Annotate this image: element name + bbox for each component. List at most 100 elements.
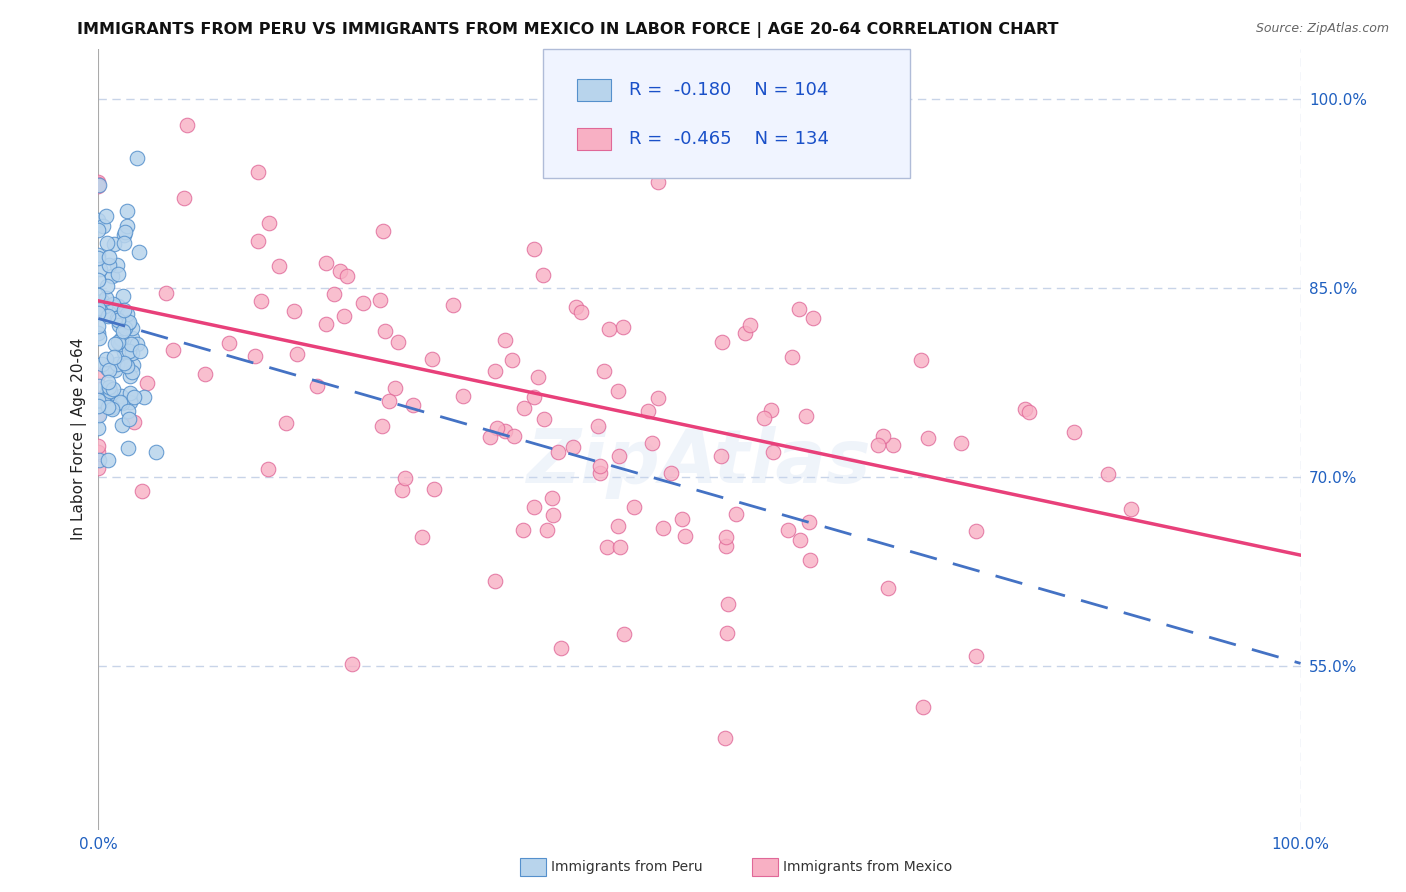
Point — [112, 303, 135, 318]
Point — [910, 353, 932, 368]
Point — [98, 384, 121, 399]
Point — [441, 298, 464, 312]
Point — [120, 337, 142, 351]
Point — [606, 518, 628, 533]
Point — [218, 335, 240, 350]
Point — [105, 311, 128, 326]
Point — [115, 307, 138, 321]
Point — [87, 368, 110, 382]
Point — [100, 401, 122, 416]
Point — [120, 368, 142, 383]
Point — [247, 165, 270, 179]
Point — [112, 344, 135, 359]
Point — [671, 512, 693, 526]
Point — [565, 300, 588, 314]
Point — [176, 118, 198, 132]
Point — [112, 236, 135, 251]
Point — [872, 429, 894, 443]
Point — [259, 215, 281, 229]
Point — [598, 322, 620, 336]
Point — [716, 625, 738, 640]
Point — [247, 235, 270, 249]
Point — [787, 302, 810, 317]
Point — [107, 258, 129, 272]
Point — [305, 379, 328, 393]
Point — [91, 219, 114, 233]
Point — [536, 524, 558, 538]
Point — [512, 523, 534, 537]
Point — [162, 343, 184, 357]
Point — [87, 178, 110, 193]
Point — [675, 529, 697, 543]
Point — [1018, 405, 1040, 419]
Point — [97, 453, 120, 467]
Point — [378, 394, 401, 409]
Point — [101, 400, 124, 414]
Point — [129, 343, 152, 358]
Point — [965, 524, 987, 538]
Point — [155, 285, 177, 300]
Point — [110, 332, 132, 346]
Point — [112, 289, 135, 303]
Point — [108, 318, 131, 332]
Point — [589, 459, 612, 474]
Point — [114, 357, 136, 371]
Point — [965, 648, 987, 663]
Point — [96, 236, 118, 251]
Point — [711, 334, 734, 349]
Point — [494, 424, 516, 438]
Point — [87, 178, 110, 192]
Point — [752, 410, 775, 425]
Point — [115, 204, 138, 219]
Point — [87, 178, 110, 192]
Point — [329, 263, 352, 277]
Point — [641, 435, 664, 450]
Point — [607, 449, 630, 463]
Point — [118, 395, 141, 409]
Point — [121, 346, 143, 360]
Point — [104, 363, 127, 377]
Point — [121, 331, 143, 345]
Point — [87, 326, 110, 341]
Point — [797, 515, 820, 529]
Point — [725, 507, 748, 521]
Point — [87, 302, 110, 317]
Point — [569, 305, 592, 319]
Point — [799, 553, 821, 567]
Point — [114, 356, 136, 370]
Point — [1097, 467, 1119, 481]
Point — [111, 418, 134, 433]
Point — [876, 581, 898, 595]
Point — [502, 428, 524, 442]
Point — [285, 347, 308, 361]
Point — [117, 441, 139, 455]
Point — [315, 318, 337, 332]
Point — [394, 471, 416, 485]
Point — [87, 273, 110, 287]
Point — [87, 400, 110, 414]
Point — [87, 439, 110, 453]
Point — [387, 334, 409, 349]
Point — [121, 321, 143, 335]
Point — [479, 430, 502, 444]
Point — [97, 363, 120, 377]
Point — [87, 302, 110, 317]
Point — [91, 394, 114, 409]
Point — [249, 293, 271, 308]
Point — [589, 466, 612, 480]
Point — [87, 248, 110, 262]
Point — [384, 381, 406, 395]
Point — [103, 350, 125, 364]
Point — [108, 337, 131, 351]
Point — [110, 389, 132, 403]
Point — [114, 359, 136, 373]
Point — [523, 242, 546, 256]
Point — [501, 353, 523, 368]
Point — [373, 224, 395, 238]
Point — [114, 225, 136, 239]
Point — [586, 418, 609, 433]
Point — [87, 461, 110, 475]
Point — [540, 491, 562, 505]
Point — [451, 389, 474, 403]
Point — [716, 530, 738, 544]
